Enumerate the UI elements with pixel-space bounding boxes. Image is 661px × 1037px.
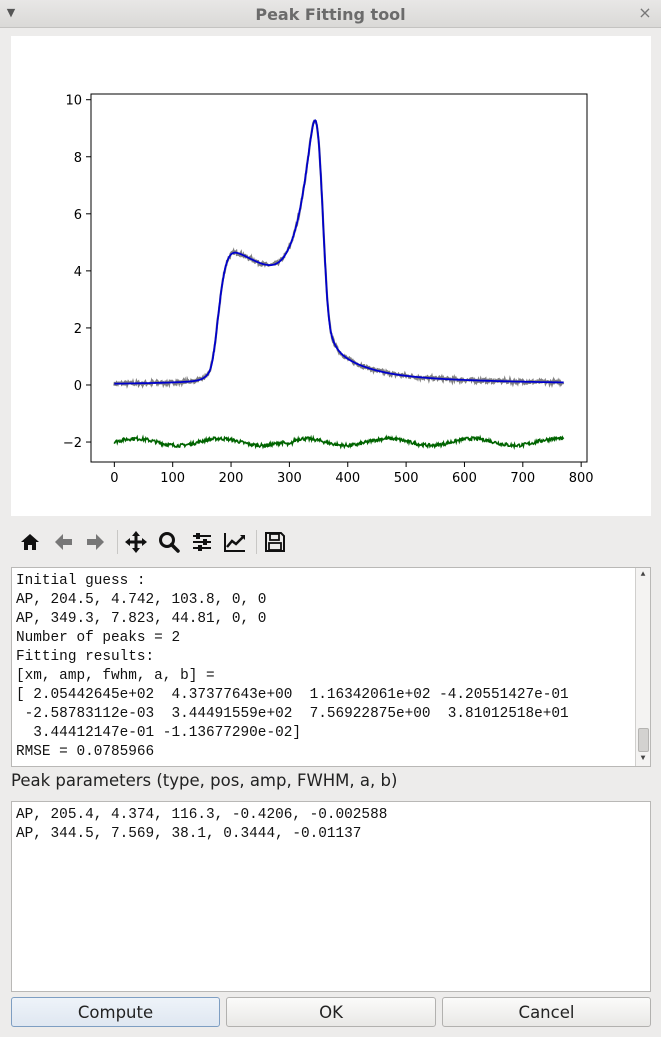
log-output[interactable]: Initial guess : AP, 204.5, 4.742, 103.8, … bbox=[11, 567, 651, 767]
y-tick-label: 4 bbox=[74, 265, 82, 280]
compute-button[interactable]: Compute bbox=[11, 997, 220, 1027]
log-line: AP, 349.3, 7.823, 44.81, 0, 0 bbox=[16, 611, 267, 627]
log-line: 3.44412147e-01 -1.13677290e-02] bbox=[16, 725, 301, 741]
scroll-down-icon[interactable]: ▼ bbox=[640, 754, 646, 763]
log-line: [ 2.05442645e+02 4.37377643e+00 1.163420… bbox=[16, 687, 569, 703]
edit-axes-icon[interactable] bbox=[220, 527, 250, 557]
x-tick-label: 500 bbox=[394, 471, 419, 486]
y-tick-label: 0 bbox=[74, 379, 82, 394]
log-scrollbar[interactable]: ▲ ▼ bbox=[635, 568, 650, 766]
cancel-button[interactable]: Cancel bbox=[442, 997, 651, 1027]
x-tick-label: 200 bbox=[219, 471, 244, 486]
home-icon[interactable] bbox=[15, 527, 45, 557]
log-line: AP, 204.5, 4.742, 103.8, 0, 0 bbox=[16, 592, 267, 608]
toolbar-separator bbox=[117, 530, 118, 554]
params-editor[interactable]: AP, 205.4, 4.374, 116.3, -0.4206, -0.002… bbox=[11, 801, 651, 992]
log-line: -2.58783112e-03 3.44491559e+02 7.5692287… bbox=[16, 706, 569, 722]
save-icon[interactable] bbox=[260, 527, 290, 557]
y-tick-label: 6 bbox=[74, 208, 82, 223]
configure-subplots-icon[interactable] bbox=[187, 527, 217, 557]
chevron-down-icon[interactable]: ▼ bbox=[6, 6, 16, 19]
log-line: RMSE = 0.0785966 bbox=[16, 744, 155, 760]
scroll-thumb[interactable] bbox=[638, 728, 649, 752]
y-tick-label: −2 bbox=[63, 436, 82, 451]
zoom-icon[interactable] bbox=[154, 527, 184, 557]
log-line: Number of peaks = 2 bbox=[16, 630, 181, 646]
x-tick-label: 100 bbox=[160, 471, 185, 486]
params-label: Peak parameters (type, pos, amp, FWHM, a… bbox=[11, 771, 398, 790]
log-line: Fitting results: bbox=[16, 649, 155, 665]
scroll-up-icon[interactable]: ▲ bbox=[640, 570, 646, 579]
plot-toolbar bbox=[11, 524, 651, 560]
residual-series-line bbox=[113, 434, 565, 450]
x-tick-label: 800 bbox=[569, 471, 594, 486]
back-arrow-icon[interactable] bbox=[48, 527, 78, 557]
toolbar-separator bbox=[256, 530, 257, 554]
x-tick-label: 300 bbox=[277, 471, 302, 486]
window-title: Peak Fitting tool bbox=[255, 5, 406, 24]
ok-button[interactable]: OK bbox=[226, 997, 436, 1027]
log-line: [xm, amp, fwhm, a, b] = bbox=[16, 668, 215, 684]
param-line: AP, 344.5, 7.569, 38.1, 0.3444, -0.01137 bbox=[16, 826, 362, 842]
forward-arrow-icon[interactable] bbox=[81, 527, 111, 557]
x-tick-label: 0 bbox=[110, 471, 118, 486]
plot-canvas[interactable]: 0 100 200 300 400 500 600 700 800 −2 0 2 4 6 8 10 bbox=[11, 36, 651, 516]
pan-icon[interactable] bbox=[121, 527, 151, 557]
x-tick-label: 400 bbox=[335, 471, 360, 486]
x-tick-label: 700 bbox=[510, 471, 535, 486]
close-icon[interactable]: × bbox=[638, 3, 652, 22]
fit-series-line bbox=[114, 119, 564, 385]
log-line: Initial guess : bbox=[16, 573, 146, 589]
param-line: AP, 205.4, 4.374, 116.3, -0.4206, -0.002… bbox=[16, 807, 388, 823]
y-tick-label: 2 bbox=[74, 322, 82, 337]
axes-frame bbox=[90, 93, 588, 463]
title-bar: ▼ Peak Fitting tool × bbox=[0, 0, 661, 28]
chart: 0 100 200 300 400 500 600 700 800 −2 0 2 4 6 8 10 bbox=[63, 93, 594, 486]
y-tick-label: 8 bbox=[74, 151, 82, 166]
x-tick-label: 600 bbox=[452, 471, 477, 486]
y-tick-label: 10 bbox=[65, 94, 82, 109]
